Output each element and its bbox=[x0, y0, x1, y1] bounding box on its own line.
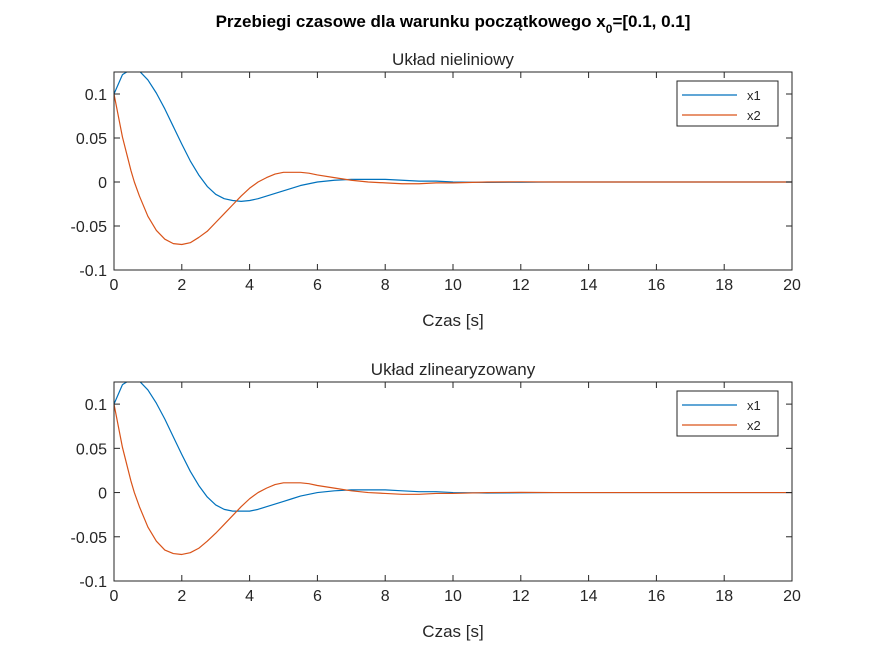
x-tick-label: 16 bbox=[648, 588, 666, 605]
x-tick-label: 2 bbox=[177, 588, 186, 605]
x-tick-label: 12 bbox=[512, 277, 530, 294]
x-tick-label: 8 bbox=[381, 277, 390, 294]
series-line-x2 bbox=[114, 403, 792, 556]
x-tick-label: 14 bbox=[580, 277, 598, 294]
series-line-x2 bbox=[114, 93, 792, 246]
y-tick-label: 0 bbox=[98, 486, 107, 503]
x-tick-label: 20 bbox=[783, 588, 801, 605]
y-tick-label: -0.1 bbox=[79, 263, 107, 280]
legend-label-x2: x2 bbox=[747, 418, 761, 433]
x-tick-label: 6 bbox=[313, 277, 322, 294]
x-tick-label: 10 bbox=[444, 588, 462, 605]
x-tick-label: 16 bbox=[648, 277, 666, 294]
legend-box bbox=[676, 390, 779, 437]
subplot-bottom: 0 2 4 6 8 10 12 14 16 18 20 -0.1 -0.05 0 0.05 0.1 Układ … bbox=[71, 360, 801, 641]
subplot-top: 0 2 4 6 8 10 12 14 16 18 20 -0.1 -0.05 0 0.05 0.1 Układ … bbox=[71, 50, 801, 330]
x-tick-label: 4 bbox=[245, 277, 254, 294]
subplot-title: Układ zlinearyzowany bbox=[371, 360, 536, 379]
y-tick-label: 0.05 bbox=[76, 441, 107, 458]
x-tick-label: 4 bbox=[245, 588, 254, 605]
legend-label-x2: x2 bbox=[747, 108, 761, 123]
figure-title: Przebiegi czasowe dla warunku początkowe… bbox=[216, 12, 691, 36]
x-tick-label: 6 bbox=[313, 588, 322, 605]
x-tick-label: 18 bbox=[715, 588, 733, 605]
x-axis-label: Czas [s] bbox=[422, 311, 483, 330]
legend-box bbox=[676, 80, 779, 127]
x-tick-label: 14 bbox=[580, 588, 598, 605]
x-tick-label: 2 bbox=[177, 277, 186, 294]
y-tick-label: 0.05 bbox=[76, 131, 107, 148]
x-tick-label: 10 bbox=[444, 277, 462, 294]
legend-label-x1: x1 bbox=[747, 398, 761, 413]
x-tick-label: 0 bbox=[110, 588, 119, 605]
y-tick-label: -0.05 bbox=[71, 219, 108, 236]
x-axis-label: Czas [s] bbox=[422, 622, 483, 641]
y-tick-label: -0.05 bbox=[71, 530, 108, 547]
legend-label-x1: x1 bbox=[747, 88, 761, 103]
subplot-title: Układ nieliniowy bbox=[392, 50, 514, 69]
x-tick-label: 8 bbox=[381, 588, 390, 605]
y-tick-label: 0.1 bbox=[85, 397, 107, 414]
y-tick-label: -0.1 bbox=[79, 574, 107, 591]
x-tick-label: 18 bbox=[715, 277, 733, 294]
x-tick-label: 0 bbox=[110, 277, 119, 294]
y-tick-label: 0.1 bbox=[85, 87, 107, 104]
x-tick-label: 12 bbox=[512, 588, 530, 605]
y-tick-label: 0 bbox=[98, 175, 107, 192]
x-tick-label: 20 bbox=[783, 277, 801, 294]
